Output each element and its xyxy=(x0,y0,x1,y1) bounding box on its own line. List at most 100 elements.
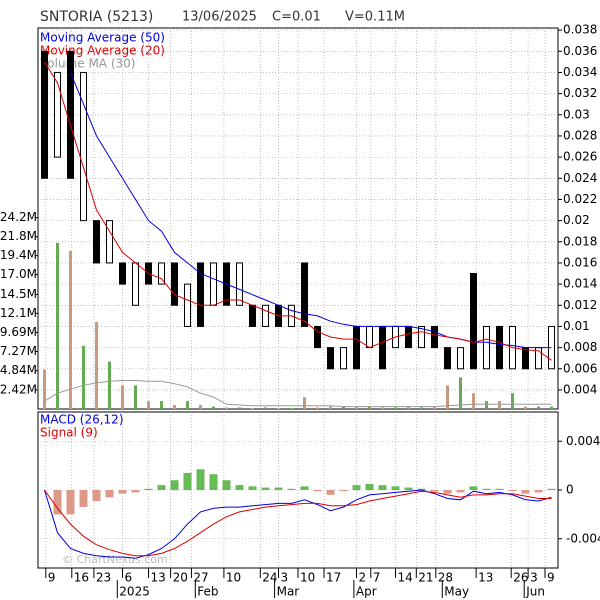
legend-ma50: Moving Average (50) xyxy=(40,31,165,45)
histogram-bar xyxy=(248,486,257,490)
volume-bar xyxy=(329,406,332,409)
volume-tick-label: 24.2M xyxy=(0,210,37,224)
volume-bar xyxy=(147,401,150,409)
volume-tick-label: 4.84M xyxy=(0,363,37,377)
y-tick-label: 0.024 xyxy=(563,171,597,185)
x-tick-label: 9 xyxy=(547,571,555,585)
histogram-bar xyxy=(430,490,439,492)
volume-bar xyxy=(134,385,137,409)
y-tick-label: 0.026 xyxy=(563,150,597,164)
volume-bar xyxy=(199,405,202,409)
x-tick-label: 3 xyxy=(530,571,538,585)
candle xyxy=(340,347,347,370)
candle xyxy=(366,325,373,349)
volume-bar xyxy=(485,401,488,409)
volume-bar xyxy=(550,406,553,409)
candle xyxy=(522,347,529,370)
y-tick-label: -0.004 xyxy=(566,531,600,545)
candle xyxy=(249,304,256,327)
histogram-bar xyxy=(521,490,530,494)
candle xyxy=(483,325,490,370)
volume-bar xyxy=(381,407,384,409)
x-tick-label: 28 xyxy=(438,571,453,585)
macd-line xyxy=(44,489,552,557)
candle xyxy=(405,325,412,349)
x-tick-label: 13 xyxy=(151,571,166,585)
histogram-bar xyxy=(482,488,491,490)
volume-bar xyxy=(277,408,280,409)
month-label: 2025 xyxy=(119,585,150,599)
volume-bar xyxy=(95,322,98,409)
volume-bar xyxy=(56,243,59,409)
volume: V=0.11M xyxy=(345,10,405,25)
volume-bar xyxy=(459,377,462,409)
x-tick-label: 14 xyxy=(398,571,413,585)
x-tick-label: 6 xyxy=(125,571,133,585)
histogram-bar xyxy=(534,490,543,493)
histogram-bar xyxy=(66,490,75,515)
y-tick-label: 0.006 xyxy=(563,361,597,375)
volume-bar xyxy=(251,408,254,409)
histogram-bar xyxy=(157,485,166,490)
candle xyxy=(41,50,48,179)
histogram-bar xyxy=(92,490,101,501)
candle xyxy=(210,262,217,306)
histogram-bar xyxy=(495,488,504,490)
y-tick-label: 0.034 xyxy=(563,65,597,79)
histogram-bar xyxy=(118,490,127,494)
candle xyxy=(158,262,165,285)
histogram-bar xyxy=(235,485,244,490)
volume-bar xyxy=(511,393,514,409)
volume-bar xyxy=(160,401,163,409)
x-tick-label: 7 xyxy=(373,571,381,585)
candle xyxy=(496,325,503,370)
candle xyxy=(119,262,126,285)
histogram-bar xyxy=(378,485,387,490)
candle xyxy=(431,325,438,349)
x-tick-label: 16 xyxy=(74,571,89,585)
volume-bar xyxy=(407,406,410,409)
volume-bar xyxy=(238,407,241,409)
volume-tick-label: 19.4M xyxy=(0,248,37,262)
volume-bar xyxy=(472,393,475,409)
volume-bar xyxy=(342,406,345,409)
x-tick-label: 10 xyxy=(226,571,241,585)
histogram-bar xyxy=(105,490,114,498)
month-label: Jun xyxy=(525,585,545,599)
x-tick-label: 20 xyxy=(173,571,188,585)
month-label: Apr xyxy=(356,585,377,599)
histogram-bar xyxy=(339,490,348,492)
candle xyxy=(93,220,100,264)
candle xyxy=(379,325,386,370)
histogram-bar xyxy=(443,490,452,494)
histogram-bar xyxy=(144,488,153,490)
y-tick-label: 0.02 xyxy=(563,213,590,227)
candle xyxy=(80,71,87,222)
candle xyxy=(197,262,204,327)
volume-bar xyxy=(108,361,111,409)
volume-bar xyxy=(225,407,228,409)
chart-title: SNTORIA (5213) xyxy=(40,9,153,25)
y-tick-label: 0.01 xyxy=(563,319,590,333)
close: C=0.01 xyxy=(272,10,321,25)
histogram-bar xyxy=(313,490,322,492)
histogram-bar xyxy=(209,474,218,490)
x-tick-label: 2 xyxy=(359,571,367,585)
candle xyxy=(470,273,477,370)
volume-tick-label: 7.27M xyxy=(0,344,37,358)
y-tick-label: 0 xyxy=(566,483,574,497)
y-tick-label: 0.022 xyxy=(563,192,597,206)
candle xyxy=(132,262,139,306)
histogram-bar xyxy=(131,490,140,493)
histogram-bar xyxy=(170,480,179,490)
y-tick-label: 0.036 xyxy=(563,44,597,58)
histogram-bar xyxy=(79,490,88,508)
y-tick-label: 0.014 xyxy=(563,277,597,291)
x-tick-label: 24 xyxy=(262,571,277,585)
month-label: May xyxy=(444,585,469,599)
volume-bar xyxy=(433,406,436,409)
candle xyxy=(418,325,425,349)
histogram-bar xyxy=(196,469,205,490)
volume-bar xyxy=(446,385,449,409)
legend-signal: Signal (9) xyxy=(40,426,98,440)
